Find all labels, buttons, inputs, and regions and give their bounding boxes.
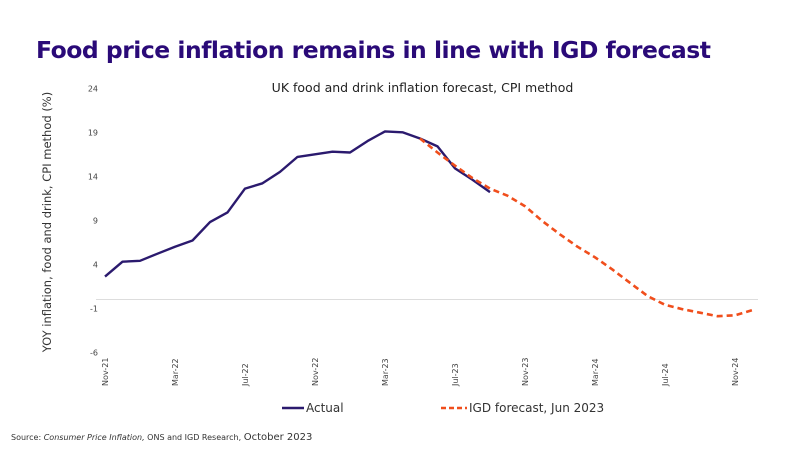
page-title: Food price inflation remains in line wit… xyxy=(36,36,711,64)
source-date: October 2023 xyxy=(243,432,313,443)
x-tick-label: Mar-23 xyxy=(381,358,390,386)
x-tick-label: Mar-24 xyxy=(591,358,600,386)
x-tick-label: Nov-24 xyxy=(731,358,740,386)
y-tick-label: 4 xyxy=(93,260,98,269)
chart-title: UK food and drink inflation forecast, CP… xyxy=(271,80,574,95)
series-line-actual xyxy=(104,130,491,278)
series-layer xyxy=(104,130,753,318)
x-tick-label: Nov-21 xyxy=(101,358,110,386)
legend-item-forecast: IGD forecast, Jun 2023 xyxy=(441,401,604,415)
y-tick-label: 19 xyxy=(88,128,98,137)
data-point-forecast xyxy=(542,220,544,222)
x-tick-label: Nov-22 xyxy=(311,358,320,386)
source-middle: ONS and IGD Research, xyxy=(144,433,244,442)
data-point-forecast xyxy=(734,314,736,316)
x-tick-label: Mar-22 xyxy=(171,358,180,386)
x-axis-ticks: Nov-21 Mar-22 Jul-22 Nov-22 Mar-23 Jul-23 Nov-… xyxy=(101,358,740,387)
data-point-forecast xyxy=(647,295,649,297)
x-tick-label: Jul-22 xyxy=(241,363,250,387)
series-line-forecast xyxy=(419,137,753,318)
source-title: Consumer Price Inflation, xyxy=(43,433,145,442)
y-tick-label: 14 xyxy=(88,172,98,181)
line-chart: 24 19 14 9 4 -1 -6 Nov-21 Mar-22 Jul-22 Nov-22 Mar… xyxy=(88,84,758,387)
y-axis-ticks: 24 19 14 9 4 -1 -6 xyxy=(88,84,98,357)
legend-label-forecast: IGD forecast, Jun 2023 xyxy=(469,401,605,415)
legend-label-actual: Actual xyxy=(306,401,344,415)
source-note: Source: Consumer Price Inflation, ONS an… xyxy=(11,432,312,443)
legend-swatch-forecast xyxy=(441,406,467,410)
y-tick-label: 24 xyxy=(88,84,98,93)
legend-swatch-actual xyxy=(282,406,304,410)
y-tick-label: -1 xyxy=(90,304,98,313)
legend: Actual IGD forecast, Jun 2023 xyxy=(0,401,800,421)
legend-item-actual: Actual xyxy=(282,401,344,415)
y-tick-label: 9 xyxy=(93,216,98,225)
x-tick-label: Jul-23 xyxy=(451,363,460,387)
data-point-forecast xyxy=(664,304,666,306)
y-tick-label: -6 xyxy=(90,348,98,357)
source-prefix: Source: xyxy=(11,433,44,442)
x-tick-label: Nov-23 xyxy=(521,358,530,386)
x-tick-label: Jul-24 xyxy=(661,363,670,387)
